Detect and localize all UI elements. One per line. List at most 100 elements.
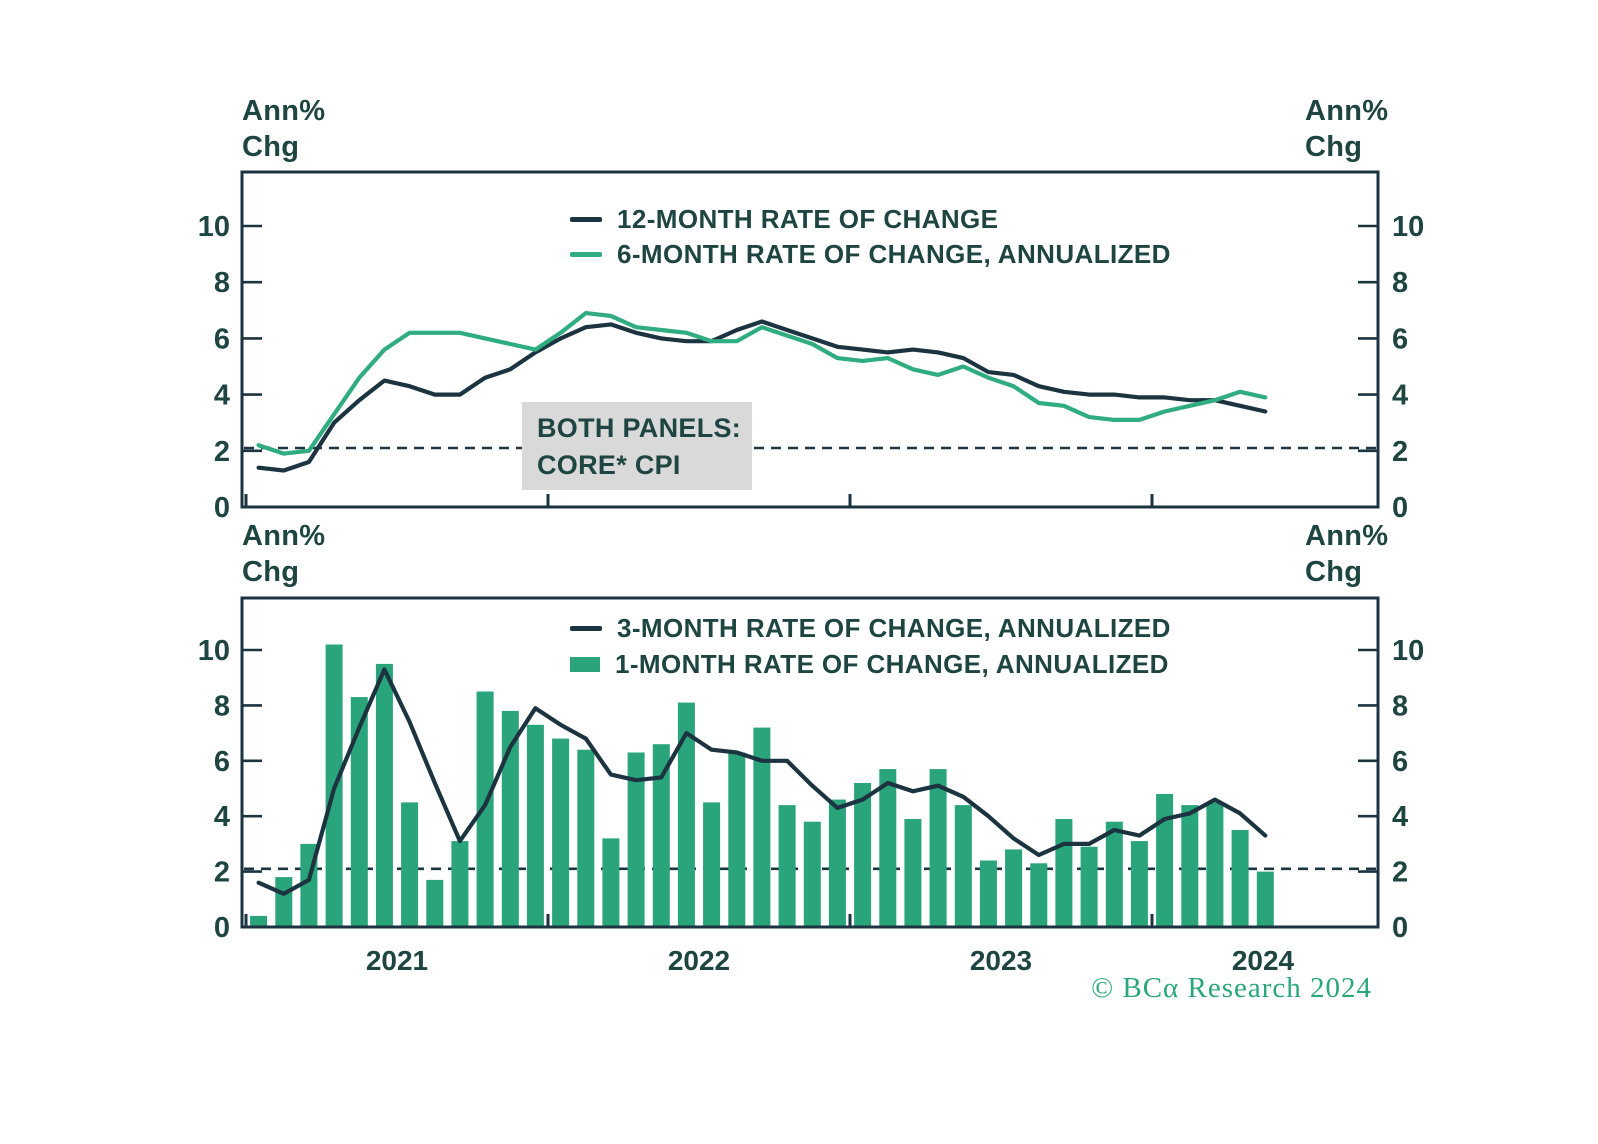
unit-line2: Chg [1305, 556, 1363, 588]
bar [879, 769, 897, 927]
top-panel: 10 10 8 8 6 6 4 4 2 2 0 0 [198, 170, 1424, 524]
unit-line1: Ann% [242, 95, 326, 127]
y-axis-unit-top-left: Ann% Chg [242, 93, 325, 165]
bar [854, 783, 872, 927]
bar [1130, 841, 1148, 927]
bar [1005, 849, 1023, 927]
legend-item-1-month: 1-MONTH RATE OF CHANGE, ANNUALIZED [570, 646, 1171, 682]
bar [476, 691, 494, 927]
panel-frame [240, 596, 1380, 929]
y-tick-label-right: 2 [1392, 857, 1408, 889]
bar [954, 805, 972, 927]
bar [602, 838, 620, 927]
x-year-label: 2021 [366, 945, 428, 976]
bottom-panel: 10 10 8 8 6 6 4 4 2 2 0 0 [198, 596, 1424, 944]
y-tick-label-right: 6 [1392, 323, 1408, 355]
x-year-label: 2022 [668, 945, 730, 976]
y-tick-label-right: 2 [1392, 436, 1408, 468]
bar [375, 663, 393, 927]
bar [652, 744, 670, 927]
both-panels-note: BOTH PANELS: CORE* CPI [522, 402, 752, 490]
line-series [256, 667, 1268, 896]
y-tick-label-left: 2 [214, 857, 230, 889]
y-axis-unit-bottom-left: Ann% Chg [242, 518, 325, 590]
y-tick-label-right: 6 [1392, 746, 1408, 778]
note-line2: CORE* CPI [537, 450, 681, 480]
bar [1030, 863, 1048, 927]
line-series [256, 311, 1268, 456]
y-tick-label-right: 8 [1392, 267, 1408, 299]
bar [904, 819, 922, 927]
unit-line2: Chg [1305, 131, 1363, 163]
legend-label-1-month: 1-MONTH RATE OF CHANGE, ANNUALIZED [615, 648, 1169, 679]
bar-swatch-1-month-icon [570, 656, 600, 672]
unit-line2: Chg [242, 131, 300, 163]
legend-item-12-month: 12-MONTH RATE OF CHANGE [570, 202, 1171, 237]
bar [778, 805, 796, 927]
legend-label-6-month: 6-MONTH RATE OF CHANGE, ANNUALIZED [617, 239, 1171, 269]
y-tick-label-left: 6 [214, 746, 230, 778]
bca-research-credit: © BCα Research 2024 [1091, 972, 1372, 1004]
bar [250, 915, 268, 927]
bar [1256, 871, 1274, 927]
y-tick-label-left: 0 [214, 912, 230, 944]
legend-item-6-month: 6-MONTH RATE OF CHANGE, ANNUALIZED [570, 237, 1171, 272]
bar [275, 877, 293, 927]
bar [1231, 830, 1249, 927]
y-tick-label-left: 2 [214, 436, 230, 468]
y-tick-label-right: 10 [1392, 635, 1424, 667]
y-tick-label-right: 4 [1392, 801, 1408, 833]
bar [828, 799, 846, 927]
bar [501, 710, 519, 927]
legend-item-3-month: 3-MONTH RATE OF CHANGE, ANNUALIZED [570, 610, 1171, 646]
bar-series-1-month [250, 644, 1274, 927]
bar [627, 752, 645, 927]
y-tick-label-right: 8 [1392, 690, 1408, 722]
bar [1206, 802, 1224, 927]
bar [1055, 819, 1073, 927]
line-swatch-6-month-icon [570, 252, 602, 257]
y-tick-label-left: 10 [198, 211, 230, 243]
bar [577, 749, 595, 927]
unit-line1: Ann% [1305, 95, 1389, 127]
legend-label-12-month: 12-MONTH RATE OF CHANGE [617, 204, 999, 234]
note-line1: BOTH PANELS: [537, 413, 742, 443]
bar [1156, 794, 1174, 927]
bar [451, 841, 469, 927]
bar [803, 821, 821, 927]
bar [929, 769, 947, 927]
bar [1080, 846, 1098, 927]
y-tick-label-right: 0 [1392, 492, 1408, 524]
bar [350, 697, 368, 927]
bar [426, 879, 444, 927]
legend-bottom-panel: 3-MONTH RATE OF CHANGE, ANNUALIZED 1-MON… [570, 610, 1171, 682]
bar [703, 802, 721, 927]
y-tick-label-left: 6 [214, 323, 230, 355]
x-year-label: 2024 [1232, 945, 1295, 976]
y-tick-label-left: 0 [214, 492, 230, 524]
legend-label-3-month: 3-MONTH RATE OF CHANGE, ANNUALIZED [617, 612, 1171, 643]
y-axis-unit-top-right: Ann% Chg [1305, 93, 1388, 165]
line-swatch-12-month-icon [570, 217, 602, 222]
y-axis-unit-bottom-right: Ann% Chg [1305, 518, 1388, 590]
y-tick-label-right: 0 [1392, 912, 1408, 944]
y-tick-label-left: 4 [214, 801, 230, 833]
legend-top-panel: 12-MONTH RATE OF CHANGE 6-MONTH RATE OF … [570, 202, 1171, 272]
y-tick-label-left: 4 [214, 380, 230, 412]
y-tick-label-right: 4 [1392, 380, 1408, 412]
bar [401, 802, 419, 927]
bar [753, 727, 771, 927]
x-year-label: 2023 [970, 945, 1032, 976]
y-tick-label-left: 8 [214, 267, 230, 299]
panel-frame [240, 170, 1380, 509]
y-tick-label-left: 10 [198, 635, 230, 667]
bar [1105, 821, 1123, 927]
unit-line1: Ann% [242, 520, 326, 552]
bar [677, 702, 695, 927]
bar [979, 860, 997, 927]
bar [1181, 805, 1199, 927]
bar [728, 752, 746, 927]
unit-line2: Chg [242, 556, 300, 588]
